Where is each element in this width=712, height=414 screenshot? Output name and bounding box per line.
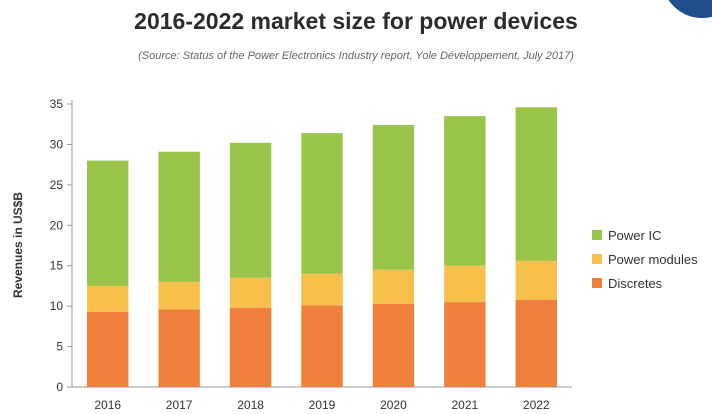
y-tick-label: 0 xyxy=(56,380,63,394)
y-tick-label: 10 xyxy=(50,299,64,313)
bar-power-ic-2017 xyxy=(158,151,200,282)
bar-power-ic-2016 xyxy=(87,160,129,286)
y-tick-label: 20 xyxy=(50,218,64,232)
y-tick-label: 35 xyxy=(50,97,64,111)
bar-power-ic-2020 xyxy=(372,125,415,270)
x-tick-label: 2016 xyxy=(94,398,121,412)
bar-power-modules-2017 xyxy=(158,281,200,310)
y-axis-title: Revenues in US$B xyxy=(11,192,25,298)
y-tick-label: 15 xyxy=(50,259,64,273)
y-tick-label: 5 xyxy=(56,340,63,354)
bars xyxy=(87,107,557,387)
legend: Power IC Power modules Discretes xyxy=(592,228,698,291)
legend-swatch-power-ic xyxy=(592,230,602,240)
legend-swatch-power-modules xyxy=(592,254,602,264)
bar-power-ic-2022 xyxy=(515,107,557,261)
bar-discretes-2020 xyxy=(372,303,415,387)
bar-discretes-2017 xyxy=(158,309,200,387)
chart-subtitle: (Source: Status of the Power Electronics… xyxy=(138,50,574,62)
bar-discretes-2016 xyxy=(87,311,129,387)
bar-discretes-2019 xyxy=(301,305,343,387)
x-tick-label: 2019 xyxy=(309,398,336,412)
legend-label-discretes: Discretes xyxy=(608,276,663,291)
bar-discretes-2022 xyxy=(515,299,557,387)
x-tick-label: 2020 xyxy=(380,398,407,412)
legend-label-power-ic: Power IC xyxy=(608,228,661,243)
legend-swatch-discretes xyxy=(592,278,602,288)
bar-power-ic-2021 xyxy=(444,116,486,266)
chart-title: 2016-2022 market size for power devices xyxy=(134,8,578,34)
bar-discretes-2021 xyxy=(444,302,486,387)
y-tick-label: 25 xyxy=(50,178,64,192)
bar-power-modules-2021 xyxy=(444,265,486,303)
x-tick-label: 2022 xyxy=(523,398,550,412)
x-axis: 2016 2017 2018 2019 2020 2021 2022 xyxy=(72,386,572,412)
x-tick-label: 2017 xyxy=(166,398,193,412)
bar-power-ic-2018 xyxy=(229,142,272,278)
x-tick-label: 2021 xyxy=(452,398,479,412)
legend-label-power-modules: Power modules xyxy=(608,252,698,267)
bar-power-ic-2019 xyxy=(301,133,343,274)
y-tick-label: 30 xyxy=(50,137,64,151)
bar-power-modules-2022 xyxy=(515,260,557,300)
bar-power-modules-2016 xyxy=(87,285,129,312)
bar-power-modules-2018 xyxy=(229,277,272,308)
x-tick-label: 2018 xyxy=(237,398,264,412)
bar-power-modules-2020 xyxy=(372,269,415,304)
y-axis: 0 5 10 15 20 25 30 35 xyxy=(50,97,73,394)
bar-discretes-2018 xyxy=(229,307,272,387)
bar-power-modules-2019 xyxy=(301,273,343,306)
